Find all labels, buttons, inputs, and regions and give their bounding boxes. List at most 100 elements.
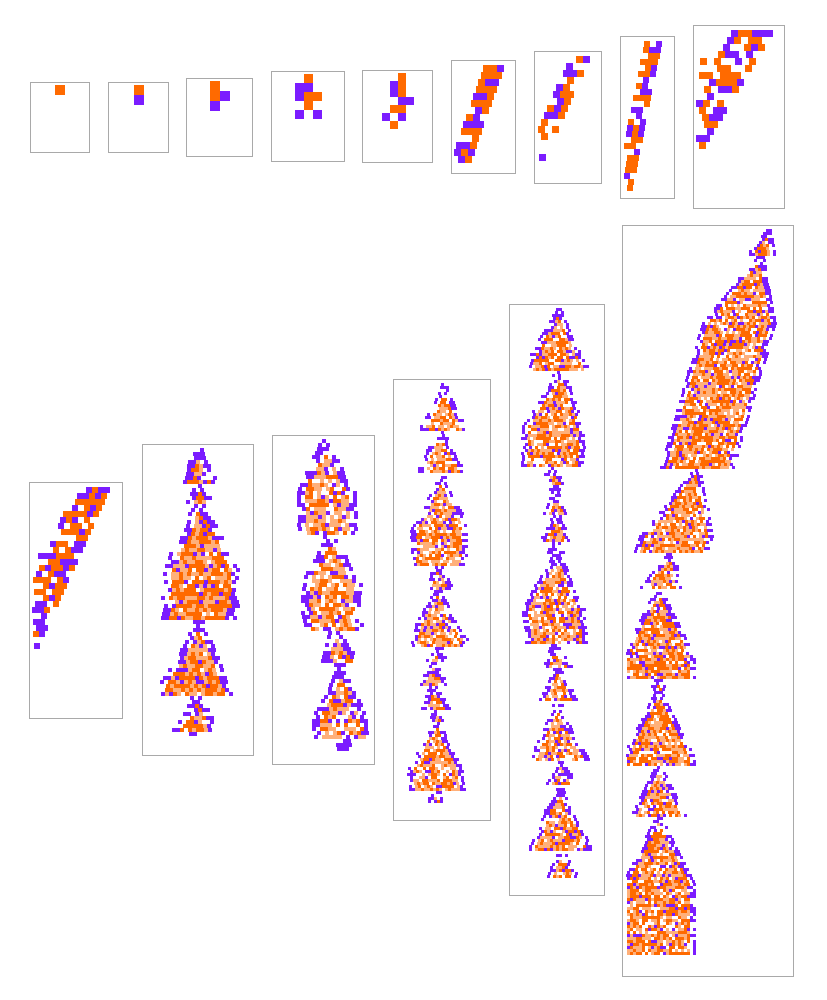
- automaton-cell: [564, 383, 567, 386]
- automaton-cell: [771, 310, 774, 313]
- automaton-cell: [208, 588, 212, 592]
- automaton-cell: [534, 596, 537, 599]
- automaton-cell: [540, 641, 543, 644]
- automaton-cell: [457, 506, 460, 509]
- automaton-cell: [41, 601, 47, 607]
- automaton-cell: [743, 358, 746, 361]
- automaton-cell: [451, 785, 454, 788]
- automaton-cell: [217, 552, 221, 556]
- automaton-cell: [534, 449, 537, 452]
- automaton-cell: [302, 507, 306, 511]
- automaton-cell: [717, 415, 720, 418]
- automaton-cell: [564, 581, 567, 584]
- automaton-cell: [189, 548, 193, 552]
- automaton-cell: [579, 638, 582, 641]
- automaton-cell: [710, 397, 713, 400]
- automaton-cell: [173, 564, 177, 568]
- automaton-cell: [734, 319, 737, 322]
- automaton-cell: [196, 556, 200, 560]
- automaton-cell: [201, 552, 205, 556]
- automaton-cell: [522, 614, 525, 617]
- automaton-cell: [759, 331, 762, 334]
- automaton-cell: [447, 452, 450, 455]
- automaton-cell: [561, 728, 564, 731]
- automaton-cell: [328, 547, 332, 551]
- automaton-cell: [535, 347, 538, 350]
- automaton-cell: [333, 551, 337, 555]
- automaton-cell: [226, 612, 230, 616]
- automaton-cell: [750, 322, 753, 325]
- automaton-cell: [336, 675, 340, 679]
- automaton-cell: [189, 552, 193, 556]
- automaton-cell: [194, 456, 198, 460]
- automaton-cell: [435, 539, 438, 542]
- automaton-cell: [195, 704, 199, 708]
- automaton-cell: [310, 519, 314, 523]
- automaton-cell: [709, 388, 712, 391]
- automaton-cell: [563, 422, 566, 425]
- automaton-cell: [448, 464, 451, 467]
- automaton-cell: [188, 536, 192, 540]
- automaton-cell: [544, 112, 551, 119]
- automaton-cell: [340, 675, 344, 679]
- automaton-cell: [174, 612, 178, 616]
- automaton-cell: [304, 575, 308, 579]
- automaton-cell: [768, 307, 771, 310]
- automaton-cell: [742, 340, 745, 343]
- automaton-cell: [692, 397, 695, 400]
- automaton-cell: [567, 590, 570, 593]
- automaton-cell: [717, 65, 724, 72]
- automaton-cell: [562, 869, 565, 872]
- automaton-cell: [555, 695, 558, 698]
- automaton-cell: [435, 719, 438, 722]
- automaton-cell: [306, 511, 310, 515]
- automaton-cell: [543, 359, 546, 362]
- automaton-cell: [717, 370, 720, 373]
- automaton-cell: [577, 839, 580, 842]
- automaton-cell: [345, 643, 349, 647]
- automaton-cell: [212, 568, 216, 572]
- automaton-cell: [175, 592, 179, 596]
- automaton-cell: [768, 310, 771, 313]
- automaton-cell: [546, 575, 549, 578]
- automaton-cell: [353, 499, 357, 503]
- automaton-cell: [328, 575, 332, 579]
- automaton-cell: [561, 449, 564, 452]
- automaton-cell: [523, 620, 526, 623]
- automaton-cell: [445, 470, 448, 473]
- automaton-cell: [416, 770, 419, 773]
- automaton-cell: [736, 349, 739, 352]
- automaton-cell: [429, 428, 432, 431]
- automaton-cell: [53, 547, 59, 553]
- automaton-cell: [323, 619, 327, 623]
- automaton-cell: [441, 566, 444, 569]
- automaton-cell: [542, 422, 545, 425]
- automaton-pattern: [454, 65, 504, 163]
- automaton-cell: [321, 503, 325, 507]
- automaton-cell: [335, 583, 339, 587]
- automaton-cell: [325, 603, 329, 607]
- automaton-cell: [571, 848, 574, 851]
- automaton-cell: [203, 576, 207, 580]
- automaton-cell: [753, 292, 756, 295]
- automaton-cell: [566, 779, 569, 782]
- automaton-cell: [702, 355, 705, 358]
- automaton-cell: [746, 358, 749, 361]
- automaton-cell: [737, 304, 740, 307]
- automaton-cell: [398, 113, 406, 121]
- automaton-cell: [418, 470, 421, 473]
- automaton-cell: [439, 572, 442, 575]
- automaton-cell: [429, 554, 432, 557]
- automaton-cell: [425, 458, 428, 461]
- automaton-cell: [759, 271, 762, 274]
- automaton-cell: [678, 415, 681, 418]
- automaton-cell: [561, 539, 564, 542]
- automaton-cell: [547, 617, 550, 620]
- automaton-cell: [347, 563, 351, 567]
- automaton-cell: [455, 530, 458, 533]
- automaton-cell: [562, 566, 565, 569]
- automaton-cell: [631, 167, 637, 173]
- automaton-cell: [436, 470, 439, 473]
- automaton-cell: [185, 564, 189, 568]
- automaton-cell: [554, 743, 557, 746]
